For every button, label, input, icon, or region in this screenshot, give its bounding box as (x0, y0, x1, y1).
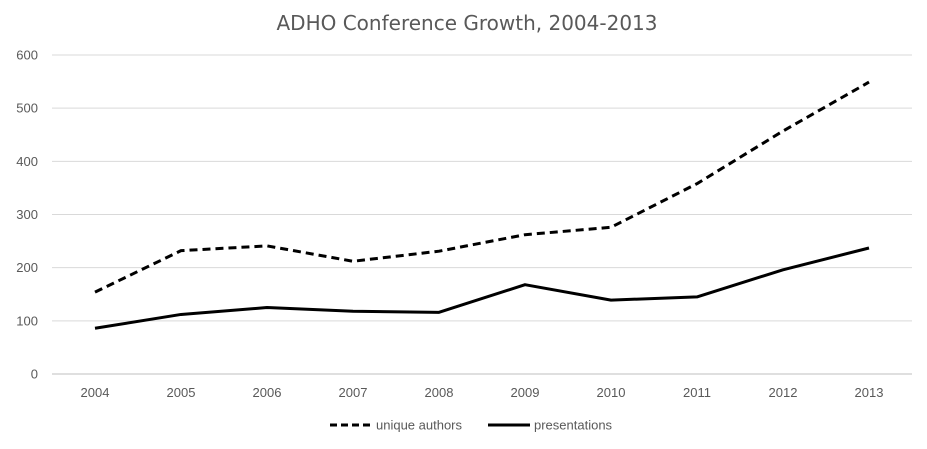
gridlines (52, 54, 912, 375)
y-tick-label: 0 (31, 367, 38, 382)
legend-label: unique authors (376, 418, 463, 433)
y-tick-label: 100 (16, 313, 38, 328)
x-tick-label: 2008 (425, 385, 454, 400)
series-lines (94, 80, 870, 330)
x-tick-label: 2013 (855, 385, 884, 400)
y-tick-label: 600 (16, 48, 38, 63)
series-line-unique-authors (94, 80, 870, 294)
x-axis-ticks: 2004 2005 2006 2007 2008 2009 2010 2011 2012 2013 (81, 385, 884, 400)
y-tick-label: 300 (16, 207, 38, 222)
x-tick-label: 2007 (339, 385, 368, 400)
x-tick-label: 2010 (597, 385, 626, 400)
x-tick-label: 2011 (683, 385, 711, 400)
x-tick-label: 2004 (81, 385, 110, 400)
x-tick-label: 2005 (167, 385, 196, 400)
x-tick-label: 2009 (511, 385, 540, 400)
chart-title: ADHO Conference Growth, 2004-2013 (277, 11, 658, 35)
series-line-presentations (94, 246, 870, 330)
y-tick-label: 200 (16, 260, 38, 275)
y-tick-label: 400 (16, 154, 38, 169)
y-tick-label: 500 (16, 101, 38, 116)
x-tick-label: 2006 (253, 385, 282, 400)
x-tick-label: 2012 (769, 385, 798, 400)
legend-label: presentations (534, 418, 613, 433)
legend: unique authors presentations (330, 418, 613, 433)
y-axis-ticks: 0 100 200 300 400 500 600 (16, 48, 38, 382)
